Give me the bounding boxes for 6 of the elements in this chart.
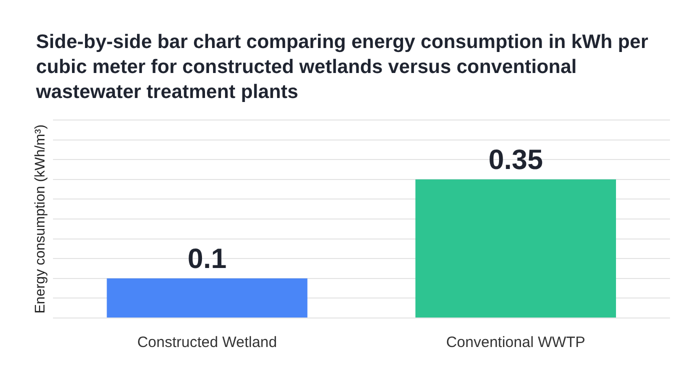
data-label: 0.35: [488, 144, 543, 176]
chart-title: Side-by-side bar chart comparing energy consumption in kWh per cubic meter for constructed wetlands versus conventional wastewater treatment plants: [36, 30, 650, 105]
x-tick-label: Conventional WWTP: [446, 334, 586, 352]
data-label: 0.1: [188, 243, 227, 274]
y-axis-title: Energy consumption (kWh/m³): [31, 124, 48, 314]
x-tick-label: Constructed Wetland: [137, 334, 278, 352]
